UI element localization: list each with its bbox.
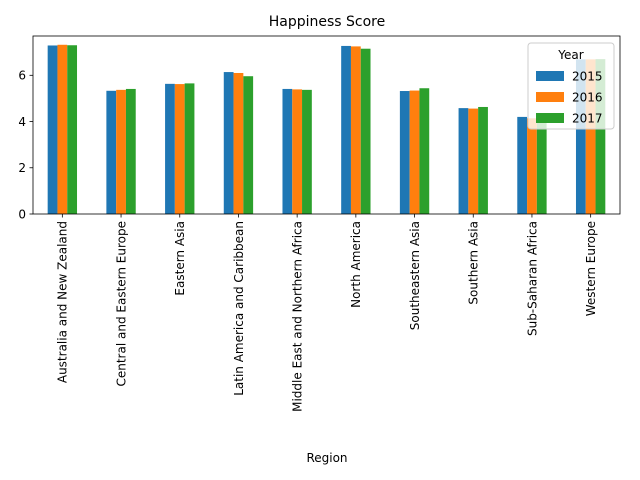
bar-2017-9: [595, 59, 606, 215]
bar-2016-9: [585, 59, 596, 214]
bar-2016-0: [57, 44, 68, 214]
legend: Year 2015 2016 2017: [527, 42, 615, 130]
y-tick-label: 6: [18, 69, 26, 83]
bar-2016-6: [409, 90, 420, 214]
legend-label-2016: 2016: [572, 91, 603, 105]
y-tick-label: 4: [18, 115, 26, 129]
plot-area: [32, 35, 621, 215]
bar-2016-3: [233, 72, 244, 215]
bar-2016-8: [527, 118, 537, 214]
x-axis-label: Region: [306, 451, 347, 465]
legend-swatch-2015: [536, 71, 564, 81]
bar-2016-2: [174, 84, 185, 214]
bar-2015-2: [165, 83, 175, 214]
legend-label-2017: 2017: [572, 112, 603, 126]
x-axis: Australia and New Zealand Central and Eas…: [56, 214, 598, 412]
bar-2015-1: [106, 90, 117, 214]
bar-2015-9: [575, 59, 586, 214]
legend-title: Year: [557, 48, 583, 62]
legend-box: [527, 42, 615, 130]
x-tick-label: Western Europe: [584, 221, 598, 316]
bar-2015-7: [458, 108, 469, 214]
x-tick-label: Southern Asia: [467, 221, 481, 305]
bar-2015-5: [341, 45, 351, 214]
x-tick-label: Latin America and Caribbean: [232, 221, 246, 396]
bar-2015-6: [399, 91, 410, 214]
bar-2017-6: [419, 88, 430, 214]
x-tick-label: Central and Eastern Europe: [114, 221, 128, 387]
chart-title: Happiness Score: [269, 14, 386, 30]
bar-2017-0: [67, 45, 78, 214]
bar-2017-4: [302, 89, 312, 214]
plot-frame: [32, 35, 621, 215]
bar-2017-5: [360, 48, 371, 215]
y-tick-label: 0: [18, 207, 26, 221]
bar-2016-7: [468, 108, 479, 214]
bar-2017-8: [536, 118, 547, 214]
y-axis: 0 2 4 6: [18, 69, 33, 221]
bar-2017-7: [478, 106, 488, 214]
legend-swatch-2017: [536, 113, 564, 123]
bar-2015-3: [223, 72, 234, 214]
legend-label-2015: 2015: [572, 70, 603, 84]
bar-2015-4: [282, 88, 293, 214]
bar-2016-5: [350, 46, 361, 215]
bar-2015-8: [517, 116, 528, 214]
bar-2015-0: [47, 45, 58, 215]
bar-2016-1: [116, 89, 126, 214]
x-tick-label: Southeastern Asia: [408, 221, 422, 330]
x-tick-label: Middle East and Northern Africa: [290, 221, 304, 412]
x-tick-label: Eastern Asia: [173, 221, 187, 296]
bar-2017-1: [125, 88, 136, 214]
x-tick-label: Sub-Saharan Africa: [525, 221, 539, 336]
bar-2017-2: [184, 83, 195, 214]
bar-2016-4: [292, 89, 303, 214]
y-tick-label: 2: [18, 161, 26, 175]
x-tick-label: Australia and New Zealand: [56, 221, 70, 383]
bar-2017-3: [243, 76, 254, 214]
x-tick-label: North America: [349, 221, 363, 308]
legend-swatch-2016: [536, 92, 564, 102]
